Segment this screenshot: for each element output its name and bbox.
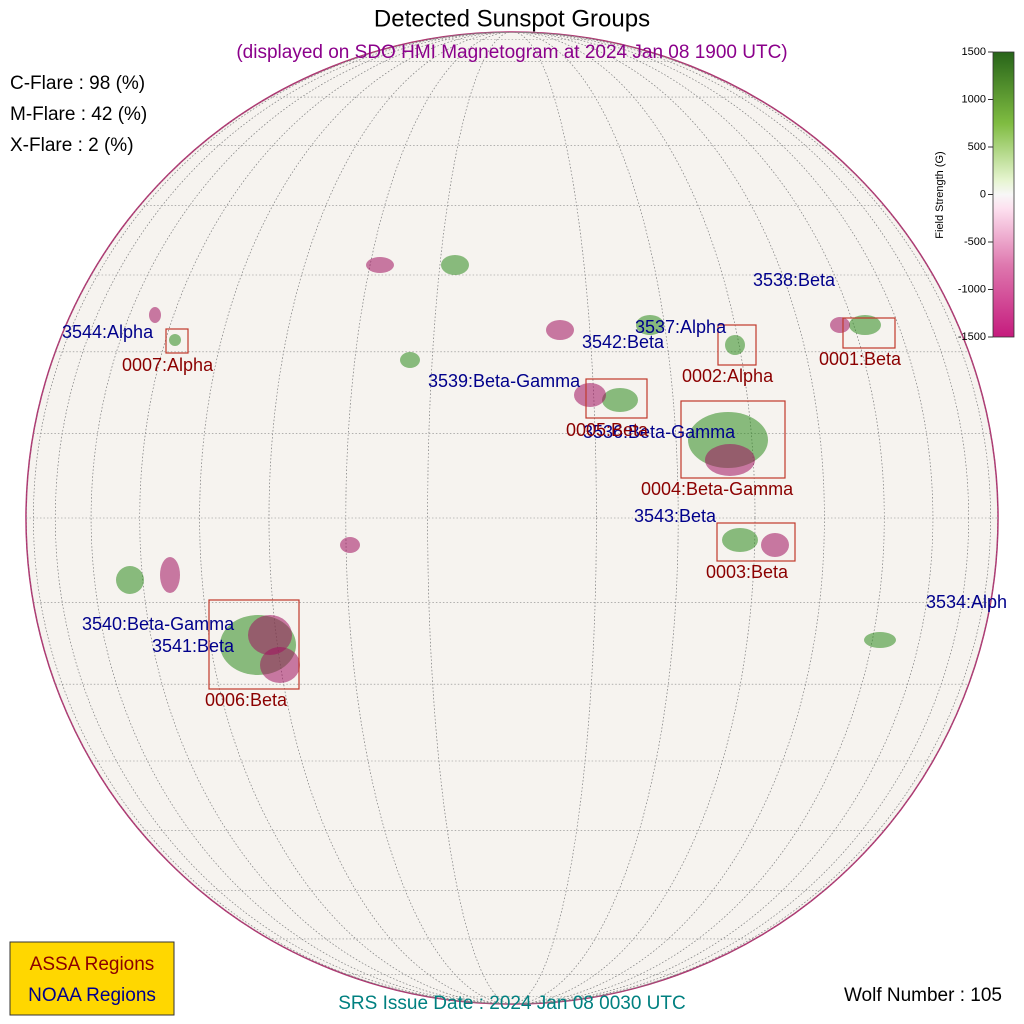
colorbar-tick-label: -1500 xyxy=(958,331,986,343)
magnetic-patch xyxy=(725,335,745,355)
magnetic-patch xyxy=(260,647,300,683)
noaa-label: 3540:Beta-Gamma xyxy=(82,614,235,634)
noaa-label: 3543:Beta xyxy=(634,506,717,526)
colorbar-tick-label: -500 xyxy=(964,236,986,248)
region-box xyxy=(717,324,757,366)
magnetic-patch xyxy=(400,352,420,368)
magnetic-patch xyxy=(864,632,896,648)
region-box xyxy=(680,400,786,479)
magnetic-patch xyxy=(169,334,181,346)
magnetic-patch xyxy=(636,315,664,335)
colorbar-tick-label: -1000 xyxy=(958,283,986,295)
region-box xyxy=(842,317,896,349)
magnetic-patch xyxy=(761,533,789,557)
colorbar-label: Field Strength (G) xyxy=(934,151,946,238)
magnetic-patch xyxy=(340,537,360,553)
subtitle: (displayed on SDO HMI Magnetogram at 202… xyxy=(236,42,787,63)
region-box xyxy=(208,599,300,690)
region-box xyxy=(585,378,648,419)
title: Detected Sunspot Groups xyxy=(374,5,650,32)
magnetic-patch xyxy=(830,317,850,333)
noaa-label: 3544:Alpha xyxy=(62,322,154,342)
colorbar-ticks: 1500 1000 500 0 -500 -1000 -1500 xyxy=(958,46,993,343)
magnetic-patch xyxy=(366,257,394,273)
colorbar-tick-label: 500 xyxy=(968,141,986,153)
assa-label: 0007:Alpha xyxy=(122,355,214,375)
magnetic-patch xyxy=(149,307,161,323)
colorbar-tick-label: 0 xyxy=(980,188,986,200)
assa-label: 0001:Beta xyxy=(819,349,902,369)
colorbar xyxy=(992,51,1015,338)
legend-assa: ASSA Regions xyxy=(30,954,155,975)
legend-noaa: NOAA Regions xyxy=(28,985,156,1006)
region-box xyxy=(165,328,189,354)
noaa-label: 3539:Beta-Gamma xyxy=(428,371,581,391)
meridian xyxy=(33,32,991,1004)
magnetic-patch xyxy=(849,315,881,335)
noaa-label: 3537:Alpha xyxy=(635,317,727,337)
wolf-number: Wolf Number : 105 xyxy=(844,985,1002,1006)
region-box xyxy=(716,522,796,562)
flare-probability: M-Flare : 42 (%) xyxy=(10,104,147,125)
assa-label: 0005:Beta xyxy=(566,420,649,440)
assa-label: 0006:Beta xyxy=(205,690,288,710)
magnetic-patch xyxy=(116,566,144,594)
magnetic-patch xyxy=(705,444,755,476)
srs-issue-date: SRS Issue Date : 2024 Jan 08 0030 UTC xyxy=(338,993,685,1014)
coordinate-grid xyxy=(26,32,998,1004)
magnetic-patch xyxy=(602,388,638,412)
colorbar-tick-label: 1500 xyxy=(962,46,986,58)
magnetic-patch xyxy=(546,320,574,340)
flare-probability: C-Flare : 98 (%) xyxy=(10,73,145,94)
legend-box xyxy=(9,941,175,1016)
magnetic-patches xyxy=(116,255,896,683)
assa-label: 0002:Alpha xyxy=(682,366,774,386)
magnetic-patch xyxy=(574,383,606,407)
magnetic-patch xyxy=(160,557,180,593)
magnetic-patch xyxy=(248,615,292,655)
flare-probability: X-Flare : 2 (%) xyxy=(10,135,134,156)
noaa-label: 3534:Alph xyxy=(926,592,1007,612)
noaa-label: 3536:Beta-Gamma xyxy=(583,422,736,442)
noaa-label: 3541:Beta xyxy=(152,636,235,656)
assa-boxes xyxy=(165,317,896,690)
noaa-label: 3542:Beta xyxy=(582,332,665,352)
meridian xyxy=(427,32,597,1004)
magnetic-patch xyxy=(722,528,758,552)
colorbar-tick-label: 1000 xyxy=(962,93,986,105)
magnetic-patch xyxy=(441,255,469,275)
assa-label: 0004:Beta-Gamma xyxy=(641,479,794,499)
noaa-label: 3538:Beta xyxy=(753,270,836,290)
assa-label: 0003:Beta xyxy=(706,562,789,582)
